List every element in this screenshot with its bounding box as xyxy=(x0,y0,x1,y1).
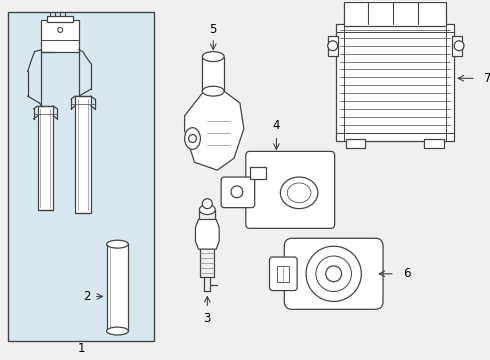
Ellipse shape xyxy=(185,128,200,149)
Bar xyxy=(336,24,454,140)
Circle shape xyxy=(306,246,361,301)
Polygon shape xyxy=(196,220,219,249)
Circle shape xyxy=(58,27,63,32)
Circle shape xyxy=(326,266,342,282)
Ellipse shape xyxy=(287,183,311,203)
Text: 6: 6 xyxy=(403,267,410,280)
FancyBboxPatch shape xyxy=(221,177,255,208)
Ellipse shape xyxy=(107,327,128,335)
Ellipse shape xyxy=(202,52,224,62)
Circle shape xyxy=(454,41,464,51)
Ellipse shape xyxy=(202,86,224,96)
Circle shape xyxy=(189,135,196,143)
Bar xyxy=(42,20,79,52)
Text: 7: 7 xyxy=(484,72,490,85)
Bar xyxy=(345,139,365,148)
Text: 5: 5 xyxy=(210,23,217,36)
Circle shape xyxy=(202,199,212,209)
Bar xyxy=(328,36,338,55)
Bar xyxy=(75,96,91,212)
FancyBboxPatch shape xyxy=(270,257,297,291)
Text: 3: 3 xyxy=(204,312,211,325)
Polygon shape xyxy=(185,91,244,170)
Bar xyxy=(250,167,266,179)
Bar xyxy=(202,57,224,91)
Circle shape xyxy=(316,256,351,292)
Bar xyxy=(107,244,128,331)
Bar xyxy=(48,16,73,22)
Ellipse shape xyxy=(199,205,215,215)
Ellipse shape xyxy=(280,177,318,209)
Bar xyxy=(424,139,444,148)
Bar xyxy=(343,2,446,26)
Text: 4: 4 xyxy=(272,119,280,132)
Text: 1: 1 xyxy=(77,342,85,355)
Ellipse shape xyxy=(107,240,128,248)
Circle shape xyxy=(328,41,338,51)
Bar xyxy=(8,12,154,341)
Circle shape xyxy=(231,186,243,198)
Bar xyxy=(452,36,462,55)
FancyBboxPatch shape xyxy=(284,238,383,309)
FancyBboxPatch shape xyxy=(246,151,335,228)
Bar xyxy=(277,266,289,282)
Text: 2: 2 xyxy=(83,290,91,303)
Bar xyxy=(38,106,53,210)
